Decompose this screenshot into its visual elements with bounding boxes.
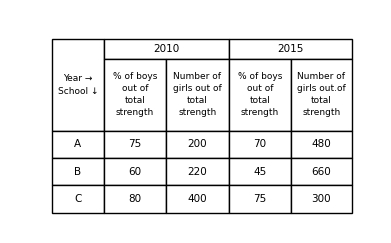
Bar xyxy=(229,185,291,213)
Text: 80: 80 xyxy=(129,194,142,204)
Text: Ċ: Ċ xyxy=(74,194,82,204)
Bar xyxy=(166,158,229,185)
Text: A: A xyxy=(74,139,81,149)
Bar xyxy=(229,38,352,59)
Text: Number of
girls out.of
total
strength: Number of girls out.of total strength xyxy=(297,72,346,117)
Text: 45: 45 xyxy=(253,167,266,177)
Bar xyxy=(104,38,229,59)
Text: 75: 75 xyxy=(253,194,266,204)
Text: 200: 200 xyxy=(188,139,207,149)
Text: 220: 220 xyxy=(188,167,207,177)
Text: 300: 300 xyxy=(312,194,331,204)
Text: 60: 60 xyxy=(129,167,142,177)
Bar xyxy=(291,131,352,158)
Text: 75: 75 xyxy=(128,139,142,149)
Text: 70: 70 xyxy=(253,139,266,149)
Text: 480: 480 xyxy=(312,139,331,149)
Bar xyxy=(166,131,229,158)
Bar xyxy=(166,59,229,131)
Bar xyxy=(229,158,291,185)
Bar xyxy=(291,158,352,185)
Bar xyxy=(52,131,104,158)
Bar xyxy=(229,131,291,158)
Bar xyxy=(291,59,352,131)
Text: B: B xyxy=(74,167,81,177)
Bar xyxy=(229,59,291,131)
Text: 400: 400 xyxy=(188,194,207,204)
Bar xyxy=(104,131,166,158)
Bar xyxy=(166,185,229,213)
Bar xyxy=(291,185,352,213)
Text: Number of
girls out of
total
strength: Number of girls out of total strength xyxy=(173,72,222,117)
Bar xyxy=(52,185,104,213)
Text: % of boys
out of
total
strength: % of boys out of total strength xyxy=(238,72,282,117)
Bar xyxy=(52,158,104,185)
Text: 2015: 2015 xyxy=(277,43,303,53)
Text: 660: 660 xyxy=(312,167,331,177)
Text: 2010: 2010 xyxy=(153,43,179,53)
Bar xyxy=(52,38,104,131)
Bar xyxy=(104,158,166,185)
Bar xyxy=(104,59,166,131)
Text: % of boys
out of
total
strength: % of boys out of total strength xyxy=(113,72,157,117)
Text: Year →
School ↓: Year → School ↓ xyxy=(57,74,98,96)
Bar xyxy=(104,185,166,213)
